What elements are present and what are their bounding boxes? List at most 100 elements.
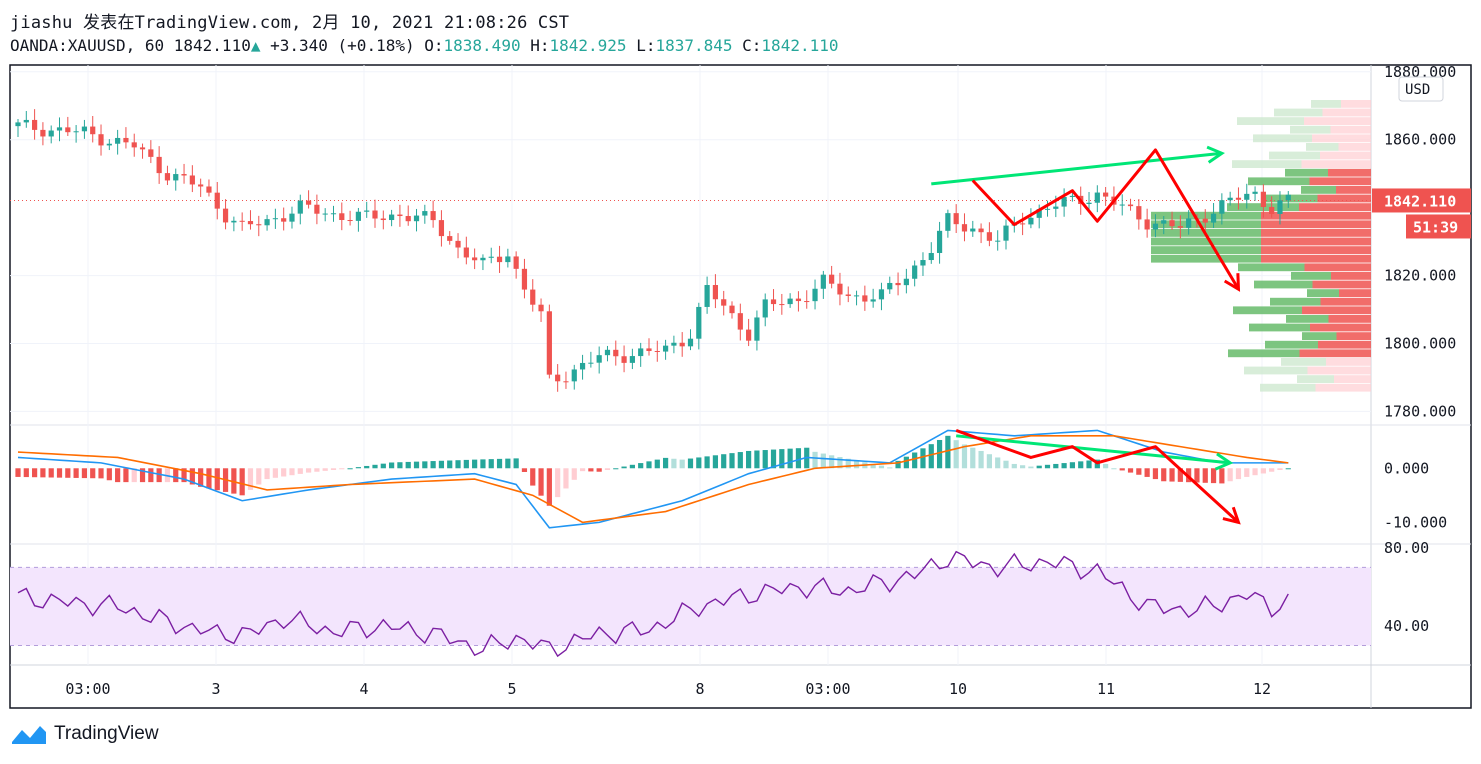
candle-body bbox=[812, 288, 818, 302]
volume-profile-up-bar bbox=[1244, 366, 1308, 375]
macd-histogram-bar bbox=[621, 466, 627, 469]
macd-histogram-bar bbox=[281, 468, 287, 477]
candle-body bbox=[15, 122, 21, 127]
macd-histogram-bar bbox=[754, 450, 760, 469]
macd-line bbox=[17, 429, 1289, 529]
candle-body bbox=[1136, 206, 1142, 220]
time-tick-label: 8 bbox=[695, 680, 704, 698]
tradingview-logo-icon bbox=[12, 726, 46, 744]
macd-histogram-bar bbox=[920, 448, 926, 469]
candle-body bbox=[1019, 223, 1026, 225]
macd-histogram-bar bbox=[1144, 468, 1150, 477]
candle-body bbox=[98, 134, 104, 146]
macd-histogram-bar bbox=[1152, 468, 1159, 480]
macd-histogram-bar bbox=[372, 464, 378, 469]
macd-histogram-bar bbox=[945, 435, 951, 469]
candle-body bbox=[912, 265, 918, 279]
macd-histogram-bar bbox=[1119, 468, 1125, 471]
candle-body bbox=[272, 218, 278, 220]
candle-body bbox=[438, 220, 445, 237]
candle-body bbox=[239, 220, 245, 222]
macd-histogram-bar bbox=[247, 468, 254, 490]
macd-histogram-bar bbox=[1003, 460, 1009, 469]
volume-profile-up-bar bbox=[1285, 168, 1328, 177]
volume-profile-up-bar bbox=[1306, 143, 1339, 151]
candle-body bbox=[928, 252, 934, 261]
candle-body bbox=[1269, 206, 1275, 214]
macd-histogram-bar bbox=[1044, 464, 1051, 469]
volume-profile-down-bar bbox=[1310, 323, 1371, 332]
current-price-label: 1842.110 bbox=[1384, 192, 1456, 210]
macd-histogram-bar bbox=[1269, 468, 1275, 472]
macd-histogram-bar bbox=[256, 468, 262, 485]
volume-profile-down-bar bbox=[1301, 160, 1371, 168]
macd-histogram-bar bbox=[115, 468, 121, 483]
macd-histogram-bar bbox=[239, 468, 245, 496]
candle-body bbox=[206, 186, 212, 193]
macd-histogram-bar bbox=[853, 460, 860, 469]
candle-body bbox=[530, 289, 536, 305]
candle-body bbox=[887, 282, 893, 290]
candle-body bbox=[746, 329, 752, 341]
time-tick-label: 03:00 bbox=[65, 680, 110, 698]
macd-histogram-bar bbox=[289, 468, 295, 476]
candle-body bbox=[430, 211, 436, 221]
candle-body bbox=[32, 119, 38, 130]
candle-body bbox=[754, 317, 760, 341]
macd-histogram-bar bbox=[721, 454, 727, 469]
candle-body bbox=[1186, 218, 1192, 228]
candle-body bbox=[829, 274, 835, 284]
candle-body bbox=[330, 213, 337, 215]
countdown-label: 51:39 bbox=[1413, 218, 1458, 236]
volume-profile-down-bar bbox=[1336, 332, 1371, 340]
candle-body bbox=[613, 349, 619, 357]
macd-histogram-bar bbox=[1260, 468, 1266, 474]
macd-histogram-bar bbox=[347, 468, 353, 470]
macd-histogram-bar bbox=[98, 468, 104, 479]
macd-histogram-bar bbox=[322, 468, 328, 471]
candle-body bbox=[463, 247, 469, 258]
candle-body bbox=[305, 200, 312, 205]
macd-histogram-bar bbox=[1227, 468, 1233, 482]
candle-body bbox=[729, 305, 735, 314]
macd-histogram-bar bbox=[488, 459, 494, 469]
macd-histogram-bar bbox=[455, 460, 461, 469]
countdown-tag bbox=[1406, 214, 1471, 239]
candle-body bbox=[1144, 219, 1150, 230]
candle-body bbox=[1244, 193, 1250, 200]
candle-body bbox=[820, 274, 826, 289]
macd-histogram-bar bbox=[1028, 466, 1034, 469]
volume-profile-up-bar bbox=[1253, 134, 1312, 143]
candle-body bbox=[1028, 217, 1034, 225]
candle-body bbox=[372, 210, 378, 219]
price-tick-label: 1880.000 bbox=[1384, 63, 1456, 81]
macd-histogram-bar bbox=[305, 468, 312, 473]
low-label: L: bbox=[636, 36, 656, 55]
candle-body bbox=[945, 213, 951, 231]
volume-profile-down-bar bbox=[1261, 220, 1371, 229]
candle-body bbox=[264, 219, 270, 226]
volume-profile-up-bar bbox=[1151, 220, 1261, 229]
candle-body bbox=[1177, 226, 1183, 228]
macd-histogram-bar bbox=[272, 468, 278, 478]
volume-profile-up-bar bbox=[1302, 332, 1337, 340]
macd-histogram-bar bbox=[1136, 468, 1142, 475]
volume-profile-down-bar bbox=[1299, 203, 1371, 211]
candle-body bbox=[1169, 220, 1175, 227]
macd-histogram-bar bbox=[1235, 468, 1242, 480]
high-label: H: bbox=[530, 36, 550, 55]
volume-profile-up-bar bbox=[1290, 125, 1331, 134]
volume-profile-up-bar bbox=[1254, 280, 1313, 289]
macd-histogram-bar bbox=[662, 457, 669, 469]
macd-histogram-bar bbox=[1202, 468, 1208, 483]
rsi-band bbox=[10, 567, 1371, 646]
candle-body bbox=[1044, 208, 1051, 210]
candle-body bbox=[214, 192, 220, 209]
candle-body bbox=[1161, 220, 1167, 224]
candle-body bbox=[521, 268, 528, 290]
volume-profile-up-bar bbox=[1237, 117, 1304, 125]
candle-body bbox=[1127, 204, 1134, 207]
open-label: O: bbox=[424, 36, 444, 55]
macd-histogram-bar bbox=[1127, 468, 1134, 473]
